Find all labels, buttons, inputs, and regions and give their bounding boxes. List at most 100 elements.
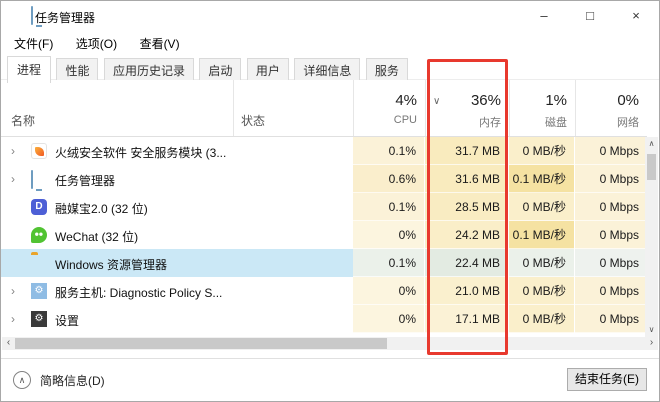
- network-cell: 0 Mbps: [575, 165, 647, 193]
- process-name: 服务主机: Diagnostic Policy S...: [55, 286, 223, 300]
- memory-cell: 31.7 MB: [425, 137, 508, 165]
- minimize-button[interactable]: –: [540, 8, 548, 23]
- svchost-icon: [31, 283, 47, 299]
- cpu-cell: 0.1%: [353, 193, 424, 221]
- horizontal-scrollbar[interactable]: ‹ ›: [2, 337, 658, 350]
- disk-label: 磁盘: [545, 117, 567, 129]
- cpu-cell: 0%: [353, 221, 424, 249]
- memory-cell: 24.2 MB: [425, 221, 508, 249]
- column-header-name[interactable]: 名称: [11, 114, 36, 128]
- table-header: 名称 状态 4% CPU ∨ 36% 内存 1% 磁盘 0% 网络: [1, 80, 647, 137]
- column-header-cpu[interactable]: 4% CPU: [353, 80, 425, 136]
- window-title: 任务管理器: [35, 11, 96, 25]
- table-row[interactable]: Windows 资源管理器 0.1% 22.4 MB 0 MB/秒 0 Mbps: [1, 249, 647, 277]
- disk-cell: 0 MB/秒: [509, 277, 574, 305]
- network-cell: 0 Mbps: [575, 137, 647, 165]
- sort-descending-icon: ∨: [433, 96, 441, 107]
- column-header-status[interactable]: 状态: [233, 80, 353, 136]
- network-cell: 0 Mbps: [575, 305, 647, 333]
- disk-cell: 0 MB/秒: [509, 305, 574, 333]
- expand-chevron-icon[interactable]: ›: [11, 312, 15, 326]
- cpu-cell: 0%: [353, 305, 424, 333]
- network-label: 网络: [617, 117, 639, 129]
- process-name: WeChat (32 位): [55, 230, 139, 244]
- task-manager-icon: [31, 6, 33, 25]
- horizontal-scrollbar-thumb[interactable]: [15, 338, 387, 349]
- taskmgr-icon: [31, 170, 33, 189]
- footer: ∧ 简略信息(D) 结束任务(E): [1, 358, 659, 401]
- process-list: › 火绒安全软件 安全服务模块 (3... 0.1% 31.7 MB 0 MB/…: [1, 137, 647, 333]
- tab-performance[interactable]: 性能: [56, 58, 99, 83]
- close-button[interactable]: ×: [632, 8, 640, 23]
- memory-label: 内存: [479, 117, 501, 129]
- disk-cell: 0 MB/秒: [509, 193, 574, 221]
- menu-options[interactable]: 选项(O): [75, 37, 118, 51]
- disk-cell: 0.1 MB/秒: [509, 165, 574, 193]
- process-name: 设置: [55, 314, 80, 328]
- expand-chevron-icon[interactable]: ›: [11, 172, 15, 186]
- column-header-memory[interactable]: ∨ 36% 内存: [425, 80, 509, 136]
- table-row[interactable]: › 火绒安全软件 安全服务模块 (3... 0.1% 31.7 MB 0 MB/…: [1, 137, 647, 165]
- fewer-details-label: 简略信息(D): [40, 373, 105, 388]
- cpu-cell: 0.6%: [353, 165, 424, 193]
- end-task-button[interactable]: 结束任务(E): [567, 368, 647, 391]
- vertical-scrollbar-thumb[interactable]: [647, 154, 656, 180]
- table-row[interactable]: › 服务主机: Diagnostic Policy S... 0% 21.0 M…: [1, 277, 647, 305]
- disk-cell: 0.1 MB/秒: [509, 221, 574, 249]
- memory-cell: 17.1 MB: [425, 305, 508, 333]
- scroll-right-icon[interactable]: ›: [649, 337, 654, 348]
- column-header-disk[interactable]: 1% 磁盘: [509, 80, 575, 136]
- vertical-scrollbar[interactable]: ∧ ∨: [645, 137, 658, 337]
- disk-total-percent: 1%: [545, 92, 567, 109]
- maximize-button[interactable]: □: [586, 8, 594, 23]
- process-name: 融媒宝2.0 (32 位): [55, 202, 148, 216]
- process-name: 任务管理器: [55, 174, 116, 188]
- tabbar: 进程 性能 应用历史记录 启动 用户 详细信息 服务: [1, 55, 659, 83]
- table-row[interactable]: › 任务管理器 0.6% 31.6 MB 0.1 MB/秒 0 Mbps: [1, 165, 647, 193]
- chevron-up-circle-icon: ∧: [13, 371, 31, 389]
- memory-cell: 22.4 MB: [425, 249, 508, 277]
- scroll-down-icon[interactable]: ∨: [648, 325, 655, 334]
- window-controls: – □ ×: [521, 1, 659, 31]
- memory-total-percent: 36%: [470, 92, 501, 109]
- network-cell: 0 Mbps: [575, 249, 647, 277]
- table-row[interactable]: › 设置 0% 17.1 MB 0 MB/秒 0 Mbps: [1, 305, 647, 333]
- titlebar: 任务管理器 – □ ×: [1, 1, 659, 31]
- menu-file[interactable]: 文件(F): [14, 37, 54, 51]
- scroll-up-icon[interactable]: ∧: [648, 139, 655, 148]
- tab-users[interactable]: 用户: [246, 58, 289, 83]
- tab-startup[interactable]: 启动: [199, 58, 242, 83]
- tab-details[interactable]: 详细信息: [294, 58, 361, 83]
- tab-services[interactable]: 服务: [365, 58, 408, 83]
- cpu-label: CPU: [393, 114, 417, 126]
- expand-chevron-icon[interactable]: ›: [11, 144, 15, 158]
- memory-cell: 28.5 MB: [425, 193, 508, 221]
- menu-view[interactable]: 查看(V): [139, 37, 180, 51]
- cpu-cell: 0%: [353, 277, 424, 305]
- network-cell: 0 Mbps: [575, 193, 647, 221]
- network-total-percent: 0%: [617, 92, 639, 109]
- process-name: Windows 资源管理器: [55, 258, 168, 272]
- fewer-details-toggle[interactable]: ∧ 简略信息(D): [13, 370, 105, 390]
- huorong-icon: [31, 143, 47, 159]
- expand-chevron-icon[interactable]: ›: [11, 284, 15, 298]
- cpu-total-percent: 4%: [395, 92, 417, 109]
- cpu-cell: 0.1%: [353, 249, 424, 277]
- memory-cell: 21.0 MB: [425, 277, 508, 305]
- table-row[interactable]: 融媒宝2.0 (32 位) 0.1% 28.5 MB 0 MB/秒 0 Mbps: [1, 193, 647, 221]
- network-cell: 0 Mbps: [575, 277, 647, 305]
- table-row[interactable]: WeChat (32 位) 0% 24.2 MB 0.1 MB/秒 0 Mbps: [1, 221, 647, 249]
- network-cell: 0 Mbps: [575, 221, 647, 249]
- settings-icon: [31, 311, 47, 327]
- column-header-network[interactable]: 0% 网络: [575, 80, 647, 136]
- disk-cell: 0 MB/秒: [509, 249, 574, 277]
- tab-processes[interactable]: 进程: [7, 56, 52, 83]
- rongmeibao-icon: [31, 199, 47, 215]
- menubar: 文件(F) 选项(O) 查看(V): [1, 31, 659, 55]
- cpu-cell: 0.1%: [353, 137, 424, 165]
- wechat-icon: [31, 227, 47, 243]
- memory-cell: 31.6 MB: [425, 165, 508, 193]
- scroll-left-icon[interactable]: ‹: [6, 337, 11, 348]
- tab-app-history[interactable]: 应用历史记录: [103, 58, 194, 83]
